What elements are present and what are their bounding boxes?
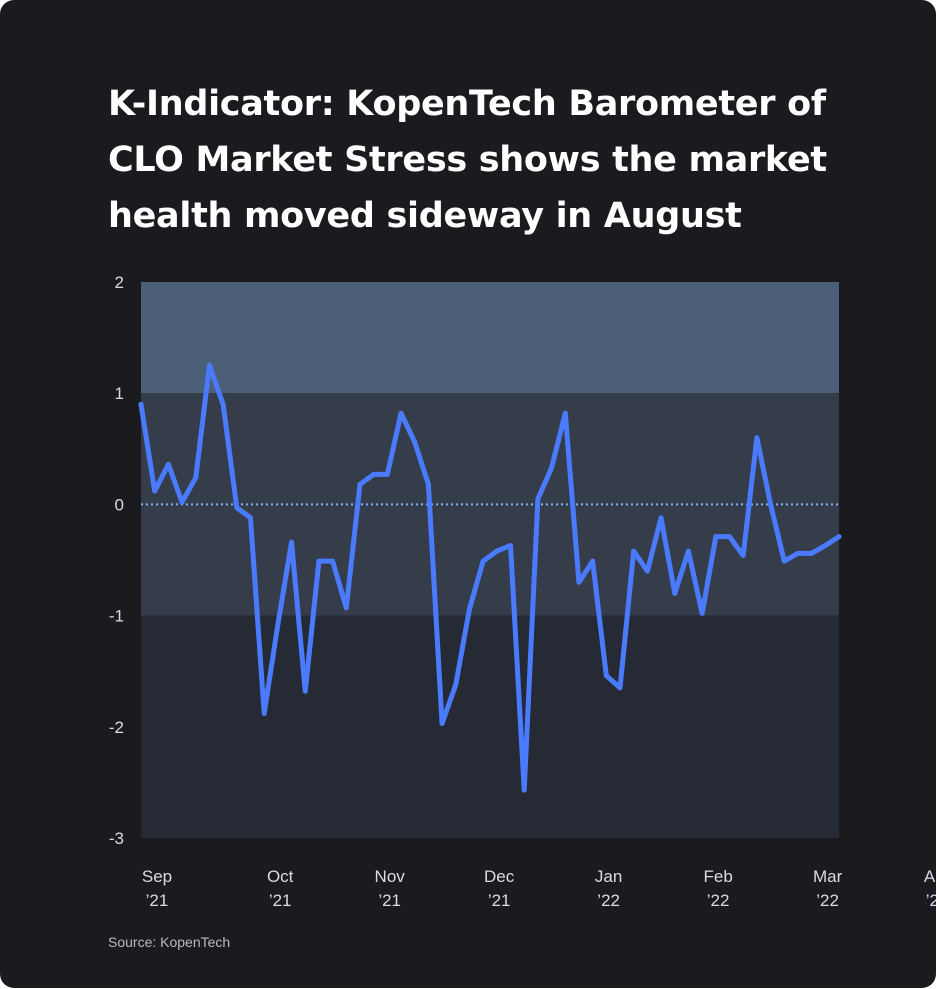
data-point [686,548,691,554]
x-tick-month: Mar [813,867,843,886]
data-point [316,558,322,564]
x-tick-year: ’21 [269,891,292,910]
data-point [822,543,828,548]
chart-band-1 [141,393,839,616]
data-point [220,401,226,407]
x-tick-year: ’21 [146,891,169,910]
data-point [234,505,240,511]
x-tick-year: ’22 [816,891,839,910]
y-tick-label: -2 [109,718,124,737]
data-point [426,481,431,487]
data-point [713,534,719,540]
x-tick-year: ’21 [488,891,511,910]
data-point [754,435,760,441]
data-point [576,579,582,585]
data-point [289,539,294,545]
data-point [795,550,801,556]
x-tick-year: ’22 [707,891,730,910]
data-point [453,682,459,687]
data-point [617,685,623,691]
x-tick-year: ’21 [378,891,401,910]
data-point [398,410,404,416]
x-tick-month: Feb [703,867,732,886]
x-tick-month: Nov [375,867,406,886]
data-point [508,543,513,548]
data-point [562,410,568,416]
y-tick-label: -3 [109,829,124,848]
y-tick-label: 1 [115,384,124,403]
data-point [330,558,336,564]
data-point [494,548,500,554]
data-point [302,688,308,694]
x-tick-year: ’22 [926,891,936,910]
data-point [138,401,144,407]
chart-band-2 [141,615,839,838]
data-point [727,534,732,540]
data-point [384,471,390,477]
x-tick-month: Apr [924,867,936,886]
data-point [371,471,377,477]
data-point [521,787,527,793]
data-point [165,461,171,467]
y-tick-label: -1 [109,607,124,626]
data-point [672,590,678,596]
x-tick-month: Jan [595,867,622,886]
y-tick-label: 2 [115,273,124,292]
data-point [768,502,773,507]
chart-band-0 [141,282,839,394]
data-point [179,499,185,505]
data-point [644,568,650,574]
data-point [357,481,363,487]
data-point [809,550,815,556]
data-point [261,711,267,716]
data-point [467,606,472,612]
data-point [740,553,746,558]
data-point [699,610,705,616]
source-note: Source: KopenTech [108,934,231,950]
data-point [631,548,637,554]
x-tick-year: ’22 [597,891,620,910]
data-point [248,515,253,521]
data-point [535,496,541,502]
data-point [603,673,609,679]
data-point [275,622,281,627]
series-line [138,362,842,793]
data-point [549,465,554,471]
data-point [480,558,486,564]
x-tick-month: Sep [142,867,172,886]
data-point [836,534,842,540]
data-point [412,439,418,445]
x-tick-month: Oct [267,867,294,886]
data-point [590,558,596,564]
data-point [193,475,199,481]
chart-title: K-Indicator: KopenTech Barometer of CLO … [108,84,827,236]
x-tick-month: Dec [484,867,515,886]
data-point [658,515,664,521]
data-point [439,721,445,726]
data-point [781,558,787,564]
data-point [207,363,212,368]
data-point [152,488,158,494]
data-point [343,605,349,611]
y-tick-label: 0 [115,495,124,514]
